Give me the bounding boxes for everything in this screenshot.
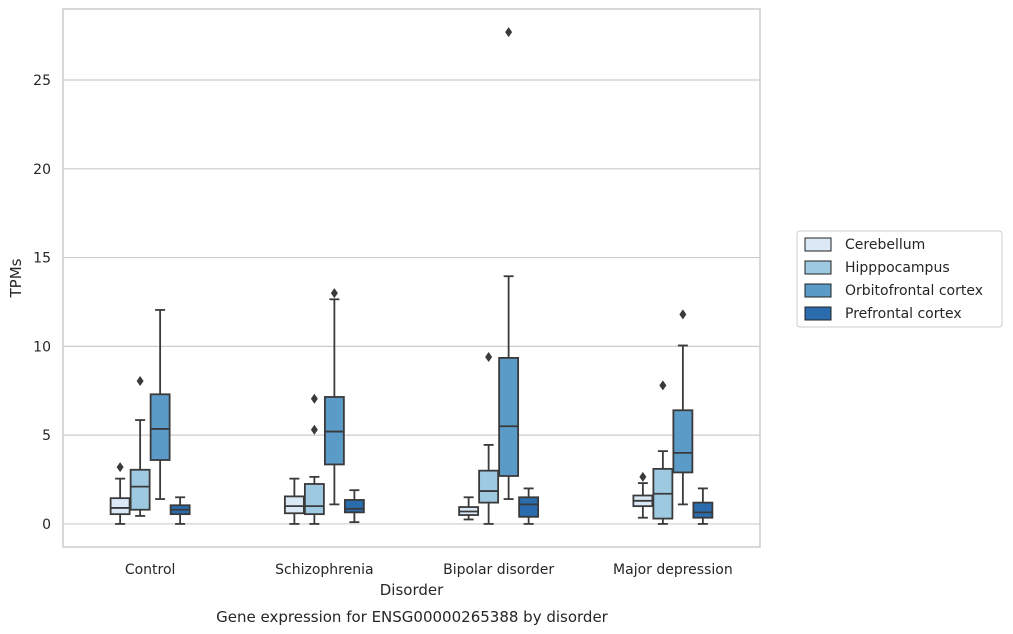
x-tick-label: Major depression <box>613 562 733 578</box>
legend-swatch <box>804 260 832 275</box>
box <box>109 462 131 525</box>
legend: Cerebellum Hipppocampus Orbitofrontal cort… <box>796 230 1003 328</box>
outlier-point <box>136 375 144 386</box>
legend-swatch <box>804 237 832 252</box>
outlier-point <box>330 288 338 299</box>
box <box>323 288 345 506</box>
legend-swatch <box>804 306 832 321</box>
box <box>518 487 540 525</box>
legend-label: Hipppocampus <box>845 260 950 276</box>
box-body <box>498 357 520 477</box>
chart-caption: Gene expression for ENSG00000265388 by d… <box>216 608 609 626</box>
box-body <box>109 497 131 516</box>
box <box>632 471 654 519</box>
box <box>343 489 365 524</box>
box <box>303 393 325 525</box>
box <box>129 375 151 517</box>
x-axis-label: Disorder <box>380 581 444 599</box>
gridlines <box>63 79 760 525</box>
box-body <box>149 393 171 461</box>
y-tick-label: 20 <box>33 162 51 178</box>
outlier-point <box>659 380 667 391</box>
box <box>149 309 171 500</box>
y-tick-label: 0 <box>42 517 51 533</box>
box-body <box>343 499 365 514</box>
x-tick-label: Schizophrenia <box>275 562 373 578</box>
boxes <box>109 27 714 525</box>
outlier-point <box>310 424 318 435</box>
outlier-point <box>116 462 124 473</box>
legend-label: Prefrontal cortex <box>845 306 962 322</box>
y-tick-label: 25 <box>33 73 51 89</box>
y-tick-label: 10 <box>33 339 51 355</box>
box-body <box>518 496 540 518</box>
x-tick-label: Bipolar disorder <box>443 562 554 578</box>
plot-frame <box>62 8 761 548</box>
box-body <box>692 501 714 519</box>
box <box>652 380 674 525</box>
box-body <box>283 495 305 515</box>
box <box>169 496 191 525</box>
x-tick-label: Control <box>125 562 176 578</box>
box-body <box>129 468 151 511</box>
outlier-point <box>310 393 318 404</box>
x-ticks: Control Schizophrenia Bipolar disorder Majo… <box>125 562 733 578</box>
box <box>498 27 520 500</box>
box <box>458 496 480 521</box>
legend-label: Orbitofrontal cortex <box>845 283 983 299</box>
outlier-point <box>639 471 647 482</box>
y-tick-label: 5 <box>42 428 51 444</box>
outlier-point <box>505 27 513 38</box>
outlier-point <box>485 352 493 363</box>
box-body <box>303 483 325 516</box>
box <box>478 352 500 525</box>
legend-swatch <box>804 283 832 298</box>
legend-frame <box>796 230 1003 328</box>
y-axis-label: TPMs <box>7 258 25 298</box>
y-tick-label: 15 <box>33 251 51 267</box>
box-body <box>672 409 694 474</box>
box <box>692 487 714 525</box>
legend-label: Cerebellum <box>845 237 925 253</box>
outlier-point <box>679 309 687 320</box>
y-ticks: 0 5 10 15 20 25 <box>33 73 51 533</box>
box <box>672 309 694 506</box>
box-body <box>478 469 500 504</box>
box <box>283 477 305 525</box>
